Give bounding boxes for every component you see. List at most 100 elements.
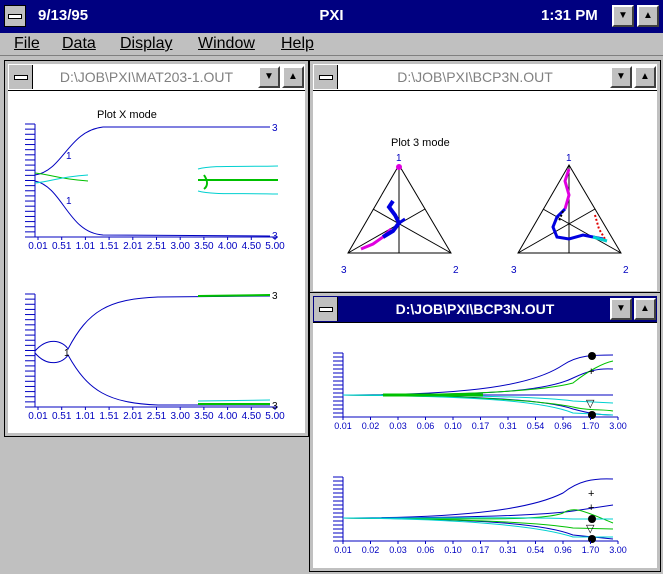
log-upper-x-tick-label: 3.00 xyxy=(609,421,627,431)
menu-help[interactable]: Help xyxy=(281,35,314,53)
window-bcp3n-ternary-plot-area[interactable]: Plot 3 mode 1 2 3 xyxy=(313,91,657,291)
ternary-right: 1 2 3 xyxy=(511,153,629,276)
lower-x-tick-label: 1.51 xyxy=(99,411,119,422)
ternary-left-magenta-path xyxy=(360,227,393,251)
upper-x-tick-label: 2.51 xyxy=(147,241,167,252)
log-plots: + ▽ 0.01 0.02 0.03 0.06 0.10 0.17 0.31 0.54 0.96… xyxy=(333,352,627,555)
ternary-plot-title: Plot 3 mode xyxy=(391,137,450,149)
lower-top-end-label: 3 xyxy=(272,291,278,302)
lower-x-tick-label: 3.00 xyxy=(170,411,190,422)
log-upper-x-tick-label: 0.03 xyxy=(389,421,407,431)
log-lower-x-tick-label: 0.54 xyxy=(527,545,545,555)
ternary-left-top-point xyxy=(396,164,402,170)
window-bcp3n-active-plot-area[interactable]: + ▽ 0.01 0.02 0.03 0.06 0.10 0.17 0.31 0.54 0.96… xyxy=(313,323,657,568)
lower-x-tick-label: 4.00 xyxy=(218,411,238,422)
upper-x-tick-label: 0.01 xyxy=(28,241,48,252)
log-upper-x-tick-label: 0.31 xyxy=(499,421,517,431)
window-mat203: D:\JOB\PXI\MAT203-1.OUT ▼ ▲ Plot X mode xyxy=(4,60,309,437)
app-maximize-button[interactable]: ▲ xyxy=(637,5,659,27)
ternary-left: 1 2 3 xyxy=(341,153,459,276)
app-system-menu-button[interactable] xyxy=(4,5,26,27)
log-upper-curve-b xyxy=(342,368,614,396)
ternary-right-cyan-path xyxy=(592,235,608,243)
window-bcp3n-ternary-titlebar[interactable]: D:\JOB\PXI\BCP3N.OUT ▼ ▲ xyxy=(313,64,657,91)
upper-x-tick-label: 0.51 xyxy=(52,241,72,252)
menu-display-label: Display xyxy=(120,35,173,52)
ternary-right-blue-path xyxy=(551,207,604,241)
maximize-icon: ▲ xyxy=(640,71,650,82)
app-minimize-button[interactable]: ▼ xyxy=(612,5,634,27)
lower-x-tick-label: 2.01 xyxy=(123,411,143,422)
system-menu-icon xyxy=(318,74,333,80)
window-bcp3n-ternary-minimize-button[interactable]: ▼ xyxy=(610,66,632,88)
log-lower-green-b xyxy=(342,517,614,530)
log-upper-marker-triangle: ▽ xyxy=(586,398,595,410)
menu-help-label: Help xyxy=(281,35,314,52)
log-lower-curve-a xyxy=(342,478,614,519)
log-lower-cyan-b xyxy=(342,517,613,538)
log-upper-marker-circle-bottom xyxy=(588,411,596,419)
log-lower-x-tick-label: 0.02 xyxy=(362,545,380,555)
minimize-icon: ▼ xyxy=(616,71,626,82)
window-mat203-minimize-button[interactable]: ▼ xyxy=(258,66,280,88)
log-upper-x-tick-label: 0.10 xyxy=(444,421,462,431)
log-lower-marker-plus-mid: + xyxy=(588,502,594,514)
lower-mid-label: 1 xyxy=(64,348,70,359)
upper-cyan-loop-bottom xyxy=(197,190,279,195)
log-upper-x-tick-label: 0.17 xyxy=(472,421,490,431)
ternary-left-vertex-1: 1 xyxy=(396,153,402,164)
menu-file[interactable]: File xyxy=(14,35,40,53)
lower-bottom-end-label: 3 xyxy=(272,401,278,412)
lower-x-tick-label: 0.01 xyxy=(28,411,48,422)
window-bcp3n-active-minimize-button[interactable]: ▼ xyxy=(610,298,632,320)
upper-green-curve xyxy=(34,172,89,182)
log-lower-curve-b xyxy=(342,504,614,519)
window-bcp3n-ternary-maximize-button[interactable]: ▲ xyxy=(634,66,656,88)
minimize-icon: ▼ xyxy=(616,303,626,314)
ternary-right-magenta-path xyxy=(563,168,571,210)
window-bcp3n-ternary-frame: D:\JOB\PXI\BCP3N.OUT ▼ ▲ Plot 3 mode 1 2 xyxy=(313,64,657,291)
window-bcp3n-ternary: D:\JOB\PXI\BCP3N.OUT ▼ ▲ Plot 3 mode 1 2 xyxy=(309,60,661,295)
menu-window[interactable]: Window xyxy=(198,35,255,53)
menu-data[interactable]: Data xyxy=(62,35,96,53)
window-bcp3n-active-system-button[interactable] xyxy=(314,297,338,321)
ternary-right-vertex-1: 1 xyxy=(566,153,572,164)
xmode-lower-plot: 3 3 1 0.01 0.51 1.01 1.51 2.01 2.51 3.00 3.50 4.… xyxy=(25,291,285,422)
log-lower-marker-circle-mid xyxy=(588,515,596,523)
menu-display[interactable]: Display xyxy=(120,35,172,53)
ternary-right-red-path xyxy=(594,214,606,240)
log-upper-x-tick-label: 0.01 xyxy=(334,421,352,431)
window-bcp3n-active-maximize-button[interactable]: ▲ xyxy=(634,298,656,320)
window-mat203-titlebar[interactable]: D:\JOB\PXI\MAT203-1.OUT ▼ ▲ xyxy=(8,64,305,91)
log-upper-plot: + ▽ 0.01 0.02 0.03 0.06 0.10 0.17 0.31 0.54 0.96… xyxy=(333,352,627,431)
log-lower-x-tick-label: 1.70 xyxy=(582,545,600,555)
lower-x-tick-label: 0.51 xyxy=(52,411,72,422)
window-mat203-frame: D:\JOB\PXI\MAT203-1.OUT ▼ ▲ Plot X mode xyxy=(8,64,305,433)
app-title-bar: 9/13/95 PXI 1:31 PM ▼ ▲ xyxy=(0,0,663,33)
window-bcp3n-ternary-system-button[interactable] xyxy=(314,65,338,89)
log-upper-curve-a xyxy=(342,354,614,396)
log-lower-cyan-a xyxy=(342,517,613,520)
ternary-right-black-path xyxy=(558,210,564,222)
window-mat203-title: D:\JOB\PXI\MAT203-1.OUT xyxy=(59,69,234,85)
log-lower-marker-plus-top: + xyxy=(588,488,594,500)
window-mat203-maximize-button[interactable]: ▲ xyxy=(282,66,304,88)
upper-bottom-end-label: 3 xyxy=(272,231,278,242)
lower-x-tick-label: 1.01 xyxy=(76,411,96,422)
ternary-plots: Plot 3 mode 1 2 3 xyxy=(341,137,629,276)
window-bcp3n-ternary-title: D:\JOB\PXI\BCP3N.OUT xyxy=(397,69,553,85)
upper-x-tick-label: 1.51 xyxy=(99,241,119,252)
menu-data-label: Data xyxy=(62,35,96,52)
ternary-left-blue-stub xyxy=(398,217,406,225)
ternary-left-blue-path xyxy=(381,199,402,239)
lower-x-tick-label: 2.51 xyxy=(147,411,167,422)
lower-top-curve xyxy=(34,295,271,352)
window-mat203-system-button[interactable] xyxy=(9,65,33,89)
ternary-right-median-b xyxy=(517,208,596,254)
window-mat203-plot-area[interactable]: Plot X mode 3 3 1 1 0.01 0.51 1 xyxy=(8,91,305,433)
lower-cyan-bottom xyxy=(197,399,271,402)
maximize-icon: ▲ xyxy=(643,10,653,21)
window-bcp3n-active-titlebar[interactable]: D:\JOB\PXI\BCP3N.OUT ▼ ▲ xyxy=(313,296,657,323)
log-lower-marker-circle-bottom xyxy=(588,535,596,543)
upper-x-tick-label: 3.00 xyxy=(170,241,190,252)
